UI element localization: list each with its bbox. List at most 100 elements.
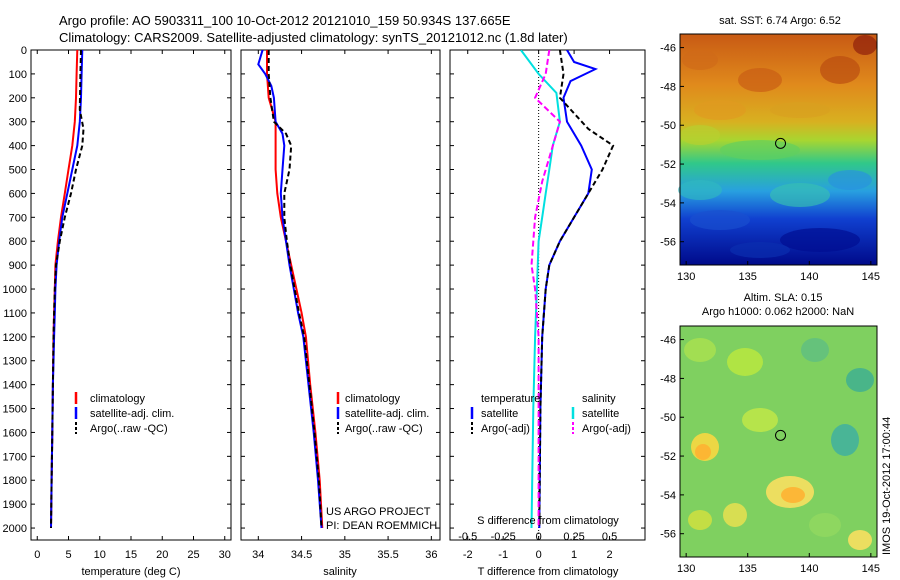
sla-texture-patch bbox=[846, 368, 874, 392]
xtick-label: 34 bbox=[252, 549, 264, 561]
sla-map-title-line1: Altim. SLA: 0.15 bbox=[744, 292, 823, 304]
difference-legend-salinity: salinity satellite Argo(-adj) bbox=[571, 393, 631, 435]
map-xtick-label: 145 bbox=[862, 563, 880, 575]
depth-tick-label: 1200 bbox=[3, 332, 27, 344]
sst-texture-patch bbox=[820, 56, 860, 84]
sla-patches bbox=[684, 338, 874, 550]
depth-tick-label: 700 bbox=[9, 212, 27, 224]
xtick-label: -2 bbox=[463, 549, 473, 561]
map-ytick-label: -50 bbox=[660, 412, 676, 424]
sst-texture-patch bbox=[738, 68, 782, 92]
salinity-yticks bbox=[241, 49, 440, 529]
sla-texture-patch bbox=[688, 510, 712, 530]
depth-tick-label: 400 bbox=[9, 141, 27, 153]
map-ytick-label: -52 bbox=[660, 451, 676, 463]
legend-label-argo: Argo(..raw -QC) bbox=[345, 423, 423, 435]
sla-texture-patch bbox=[723, 503, 747, 527]
xtick-label: 20 bbox=[156, 549, 168, 561]
depth-tick-label: 1600 bbox=[3, 427, 27, 439]
sla-texture-patch bbox=[684, 338, 716, 362]
depth-tick-label: 1700 bbox=[3, 451, 27, 463]
credit-project: US ARGO PROJECT bbox=[326, 506, 431, 518]
sla-texture-patch bbox=[742, 408, 778, 432]
figure-title-line2: Climatology: CARS2009. Satellite-adjuste… bbox=[59, 30, 568, 45]
salinity-diff-tick-label: -0.5 bbox=[458, 531, 477, 543]
sst-texture-patch bbox=[694, 100, 746, 120]
depth-tick-label: 1000 bbox=[3, 284, 27, 296]
depth-tick-label: 0 bbox=[21, 45, 27, 57]
salinity-axes-frame bbox=[240, 49, 441, 541]
sla-texture-patch bbox=[809, 513, 841, 537]
depth-tick-label: 300 bbox=[9, 117, 27, 129]
legend-header-salinity: salinity bbox=[582, 393, 616, 405]
xtick-label: 2 bbox=[606, 549, 612, 561]
salinity-panel: 34 34.5 35 35.5 36 salinity climatology sate… bbox=[240, 49, 441, 578]
sst-map: sat. SST: 6.74 Argo: 6.52 130 135 140 145 -4… bbox=[660, 15, 880, 283]
temperature-legend: climatology satellite-adj. clim. Argo(..… bbox=[74, 392, 174, 435]
difference-profiles bbox=[520, 50, 615, 529]
series-line bbox=[50, 50, 85, 529]
map-ytick-label: -46 bbox=[660, 43, 676, 55]
legend-label-argo: Argo(..raw -QC) bbox=[90, 423, 168, 435]
sst-map-title: sat. SST: 6.74 Argo: 6.52 bbox=[719, 15, 841, 27]
sst-texture-patch bbox=[690, 210, 750, 230]
salinity-xticks: 34 34.5 35 35.5 36 bbox=[252, 50, 437, 561]
sla-texture-patch bbox=[848, 530, 872, 550]
salinity-difference-ticklabels: -0.5-0.2500.250.5 bbox=[458, 531, 617, 543]
depth-tick-label: 900 bbox=[9, 260, 27, 272]
sst-map-ticks: 130 135 140 145 -46 -48 -50 -52 -54 -56 bbox=[660, 43, 880, 283]
temperature-panel: 0100200300400500600700800900100011001200… bbox=[3, 45, 232, 578]
salinity-diff-tick-label: 0.5 bbox=[602, 531, 617, 543]
depth-tick-label: 1800 bbox=[3, 475, 27, 487]
map-ytick-label: -56 bbox=[660, 237, 676, 249]
legend-label-climatology: climatology bbox=[90, 393, 146, 405]
legend-label-s-argo: Argo(-adj) bbox=[582, 423, 631, 435]
credit-pi: PI: DEAN ROEMMICH bbox=[326, 520, 437, 532]
difference-t-xlabel: T difference from climatology bbox=[478, 566, 619, 578]
depth-tick-label: 600 bbox=[9, 188, 27, 200]
xtick-label: 0 bbox=[536, 549, 542, 561]
series-line bbox=[538, 50, 599, 529]
series-line bbox=[267, 50, 323, 529]
xtick-label: 15 bbox=[125, 549, 137, 561]
depth-tick-label: 1500 bbox=[3, 404, 27, 416]
temperature-xlabel: temperature (deg C) bbox=[81, 566, 180, 578]
map-ytick-label: -52 bbox=[660, 159, 676, 171]
salinity-legend: climatology satellite-adj. clim. Argo(..… bbox=[336, 392, 429, 435]
sla-texture-patch bbox=[801, 338, 829, 362]
sla-texture-patch bbox=[695, 444, 711, 460]
series-line bbox=[257, 50, 323, 529]
map-ytick-label: -56 bbox=[660, 529, 676, 541]
difference-axes-frame bbox=[449, 49, 646, 541]
legend-label-satellite-adj: satellite-adj. clim. bbox=[345, 408, 429, 420]
map-ytick-label: -54 bbox=[660, 198, 676, 210]
xtick-label: -1 bbox=[498, 549, 508, 561]
sla-texture-patch bbox=[781, 487, 805, 503]
salinity-diff-tick-label: -0.25 bbox=[491, 531, 516, 543]
difference-legend-temperature: temperature satellite Argo(-adj) bbox=[470, 393, 540, 435]
depth-tick-label: 1100 bbox=[3, 308, 27, 320]
xtick-label: 10 bbox=[94, 549, 106, 561]
xtick-label: 30 bbox=[219, 549, 231, 561]
difference-yticks bbox=[450, 49, 645, 529]
map-ytick-label: -48 bbox=[660, 81, 676, 93]
map-xtick-label: 140 bbox=[800, 563, 818, 575]
series-line bbox=[530, 50, 562, 528]
xtick-label: 0 bbox=[34, 549, 40, 561]
xtick-label: 34.5 bbox=[291, 549, 312, 561]
sla-texture-patch bbox=[831, 424, 859, 456]
map-xtick-label: 130 bbox=[677, 563, 695, 575]
depth-tick-label: 200 bbox=[9, 93, 27, 105]
map-xtick-label: 140 bbox=[800, 271, 818, 283]
sla-map-frame bbox=[679, 325, 878, 558]
depth-tick-label: 100 bbox=[9, 69, 27, 81]
legend-label-satellite-adj: satellite-adj. clim. bbox=[90, 408, 174, 420]
sst-texture-patch bbox=[730, 242, 790, 258]
salinity-profiles bbox=[257, 50, 324, 529]
sst-texture-patch bbox=[680, 125, 720, 145]
map-ytick-label: -46 bbox=[660, 335, 676, 347]
map-ytick-label: -48 bbox=[660, 373, 676, 385]
difference-panel: -2 -1 0 1 2 -0.5 -0.25 0 0.25 0.5 S difference f… bbox=[449, 49, 646, 578]
argo-location-marker bbox=[775, 137, 787, 149]
